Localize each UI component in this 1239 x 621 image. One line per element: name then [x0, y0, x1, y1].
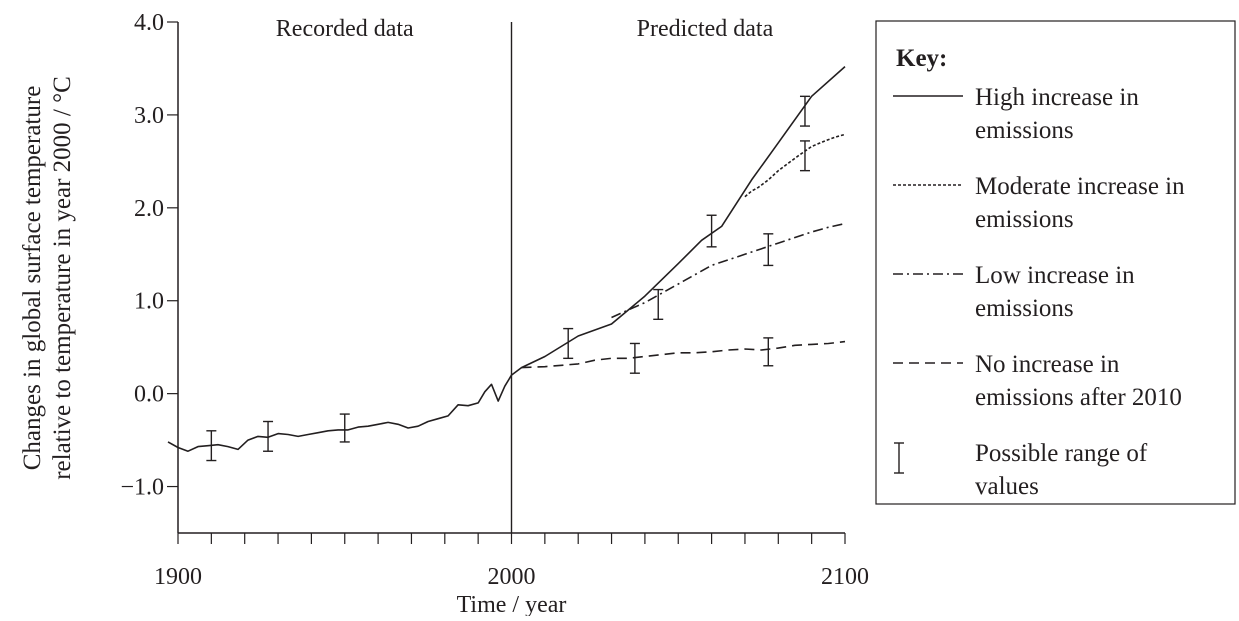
region-label: Predicted data	[637, 16, 774, 42]
y-tick-label: 1.0	[134, 289, 164, 315]
error-bar	[629, 342, 640, 374]
x-tick-label: 2000	[488, 564, 536, 590]
y-tick-label: 3.0	[134, 103, 164, 129]
legend-title: Key:	[896, 45, 947, 72]
y-tick-label: 4.0	[134, 10, 164, 36]
x-tick-label: 2100	[821, 564, 869, 590]
legend-entry: Possible range of values	[894, 440, 1148, 500]
legend-label: emissions	[975, 206, 1074, 233]
y-tick-label: 2.0	[134, 196, 164, 222]
series-line-recorded	[167, 374, 513, 452]
error-bar	[706, 214, 717, 248]
y-axis-label-line: Changes in global surface temperature	[19, 86, 46, 471]
error-bar	[799, 95, 810, 127]
y-axis-label: Changes in global surface temperature rel…	[19, 76, 76, 480]
error-bar	[653, 288, 664, 321]
error-bar	[339, 413, 350, 443]
x-tick-label: 1900	[154, 564, 202, 590]
legend-label: emissions	[975, 117, 1074, 144]
legend-box	[875, 20, 1236, 505]
legend-entry: Moderate increase in emissions	[893, 173, 1185, 233]
region-label: Recorded data	[276, 16, 414, 42]
error-bar	[263, 420, 274, 452]
legend-label: High increase in	[975, 84, 1139, 111]
legend-entry: Low increase in emissions	[893, 262, 1135, 322]
y-axis-label-line: relative to temperature in year 2000 / °…	[49, 76, 76, 480]
legend-label: No increase in	[975, 351, 1120, 378]
legend-label: emissions after 2010	[975, 384, 1182, 411]
error-bar	[799, 140, 810, 172]
legend-label: Possible range of	[975, 440, 1148, 467]
series-line-moderate	[744, 133, 846, 198]
y-tick-label: −1.0	[120, 475, 164, 501]
series-line-none	[521, 340, 846, 369]
legend-label: Moderate increase in	[975, 173, 1185, 200]
legend-entry: No increase in emissions after 2010	[893, 351, 1182, 411]
legend-label: emissions	[975, 295, 1074, 322]
legend-entry: High increase in emissions	[893, 84, 1139, 144]
y-tick-label: 0.0	[134, 382, 164, 408]
legend-label: values	[975, 473, 1039, 500]
series-line-low	[611, 222, 846, 319]
series-line-high	[511, 66, 846, 376]
x-axis-label: Time / year	[457, 592, 567, 616]
error-bar	[563, 327, 574, 360]
legend-label: Low increase in	[975, 262, 1135, 289]
error-bar	[763, 233, 774, 267]
error-bar	[763, 337, 774, 367]
error-bar	[206, 430, 217, 462]
